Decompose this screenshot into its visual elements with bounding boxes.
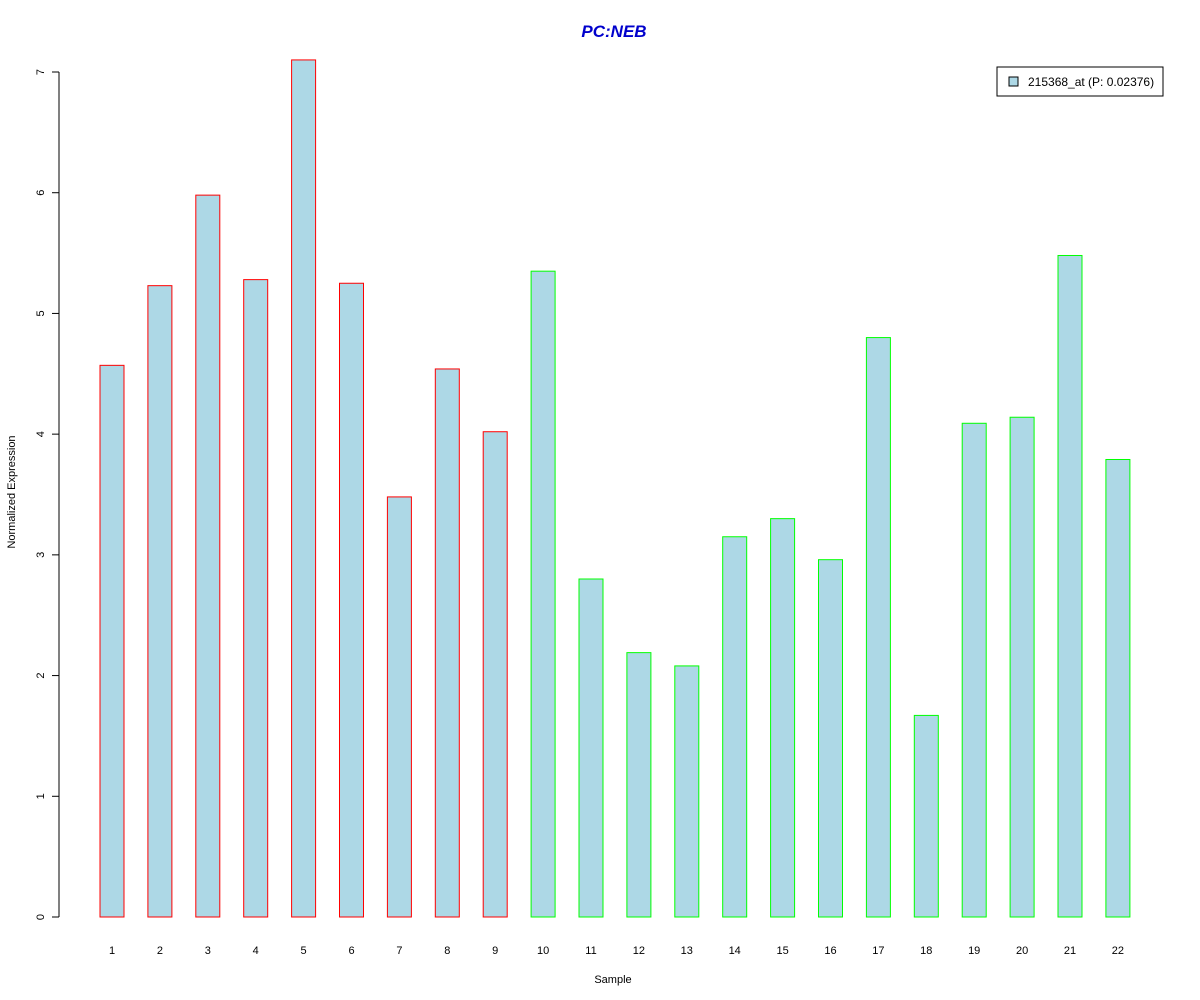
x-tick-label: 11 xyxy=(585,945,596,957)
y-tick-label: 6 xyxy=(35,190,47,196)
bars xyxy=(99,59,1131,918)
x-tick-label: 5 xyxy=(301,945,307,957)
legend-label: 215368_at (P: 0.02376) xyxy=(1028,75,1154,89)
x-tick-label: 15 xyxy=(776,945,788,957)
x-tick-label: 19 xyxy=(968,945,980,957)
bar xyxy=(913,714,939,918)
x-tick-label: 21 xyxy=(1064,945,1076,957)
y-tick-label: 4 xyxy=(35,431,47,437)
x-tick-label: 6 xyxy=(348,945,354,957)
y-tick-label: 1 xyxy=(35,793,47,799)
legend-box xyxy=(996,66,1164,97)
bar xyxy=(1009,416,1035,918)
x-tick-label: 4 xyxy=(253,945,259,957)
bar xyxy=(770,518,796,918)
bar xyxy=(722,536,748,918)
x-tick-label: 8 xyxy=(444,945,450,957)
y-tick-label: 2 xyxy=(35,673,47,679)
y-axis: 0 1 2 3 4 5 6 7 xyxy=(35,69,60,920)
bar xyxy=(961,422,987,918)
bar xyxy=(1105,458,1131,918)
bar xyxy=(482,431,508,918)
bar xyxy=(434,368,460,918)
bar xyxy=(195,194,221,918)
x-tick-label: 12 xyxy=(633,945,645,957)
legend: 215368_at (P: 0.02376) xyxy=(996,66,1164,97)
bar xyxy=(530,270,556,918)
chart-title: PC:NEB xyxy=(581,22,646,41)
x-tick-label: 20 xyxy=(1016,945,1028,957)
bar xyxy=(243,279,269,918)
x-axis-tick-labels: 1 2 3 4 5 6 7 8 9 10 11 12 13 14 15 16 17 18 19 20 21 22 xyxy=(109,945,1124,957)
x-tick-label: 2 xyxy=(157,945,163,957)
x-tick-label: 7 xyxy=(396,945,402,957)
legend-swatch xyxy=(1008,76,1019,87)
bar xyxy=(339,282,364,918)
x-tick-label: 1 xyxy=(109,945,115,957)
x-tick-label: 9 xyxy=(492,945,498,957)
x-tick-label: 22 xyxy=(1112,945,1124,957)
bar xyxy=(674,665,700,918)
x-tick-label: 16 xyxy=(824,945,836,957)
bar xyxy=(818,559,843,918)
y-tick-label: 3 xyxy=(35,552,47,558)
x-tick-label: 14 xyxy=(729,945,741,957)
bar xyxy=(99,364,125,918)
y-tick-label: 5 xyxy=(35,310,47,316)
x-axis-label: Sample xyxy=(594,974,631,986)
bar xyxy=(865,337,891,918)
y-tick-label: 0 xyxy=(35,914,47,920)
bar xyxy=(1057,254,1083,918)
y-axis-label: Normalized Expression xyxy=(6,435,18,548)
x-tick-label: 18 xyxy=(920,945,932,957)
y-tick-label: 7 xyxy=(35,69,47,75)
bar xyxy=(578,578,604,918)
bar xyxy=(386,496,412,918)
x-tick-label: 10 xyxy=(537,945,549,957)
x-tick-label: 13 xyxy=(681,945,693,957)
bar xyxy=(147,285,173,918)
bar xyxy=(626,652,652,918)
x-tick-label: 17 xyxy=(872,945,884,957)
bar xyxy=(291,59,317,918)
x-tick-label: 3 xyxy=(205,945,211,957)
